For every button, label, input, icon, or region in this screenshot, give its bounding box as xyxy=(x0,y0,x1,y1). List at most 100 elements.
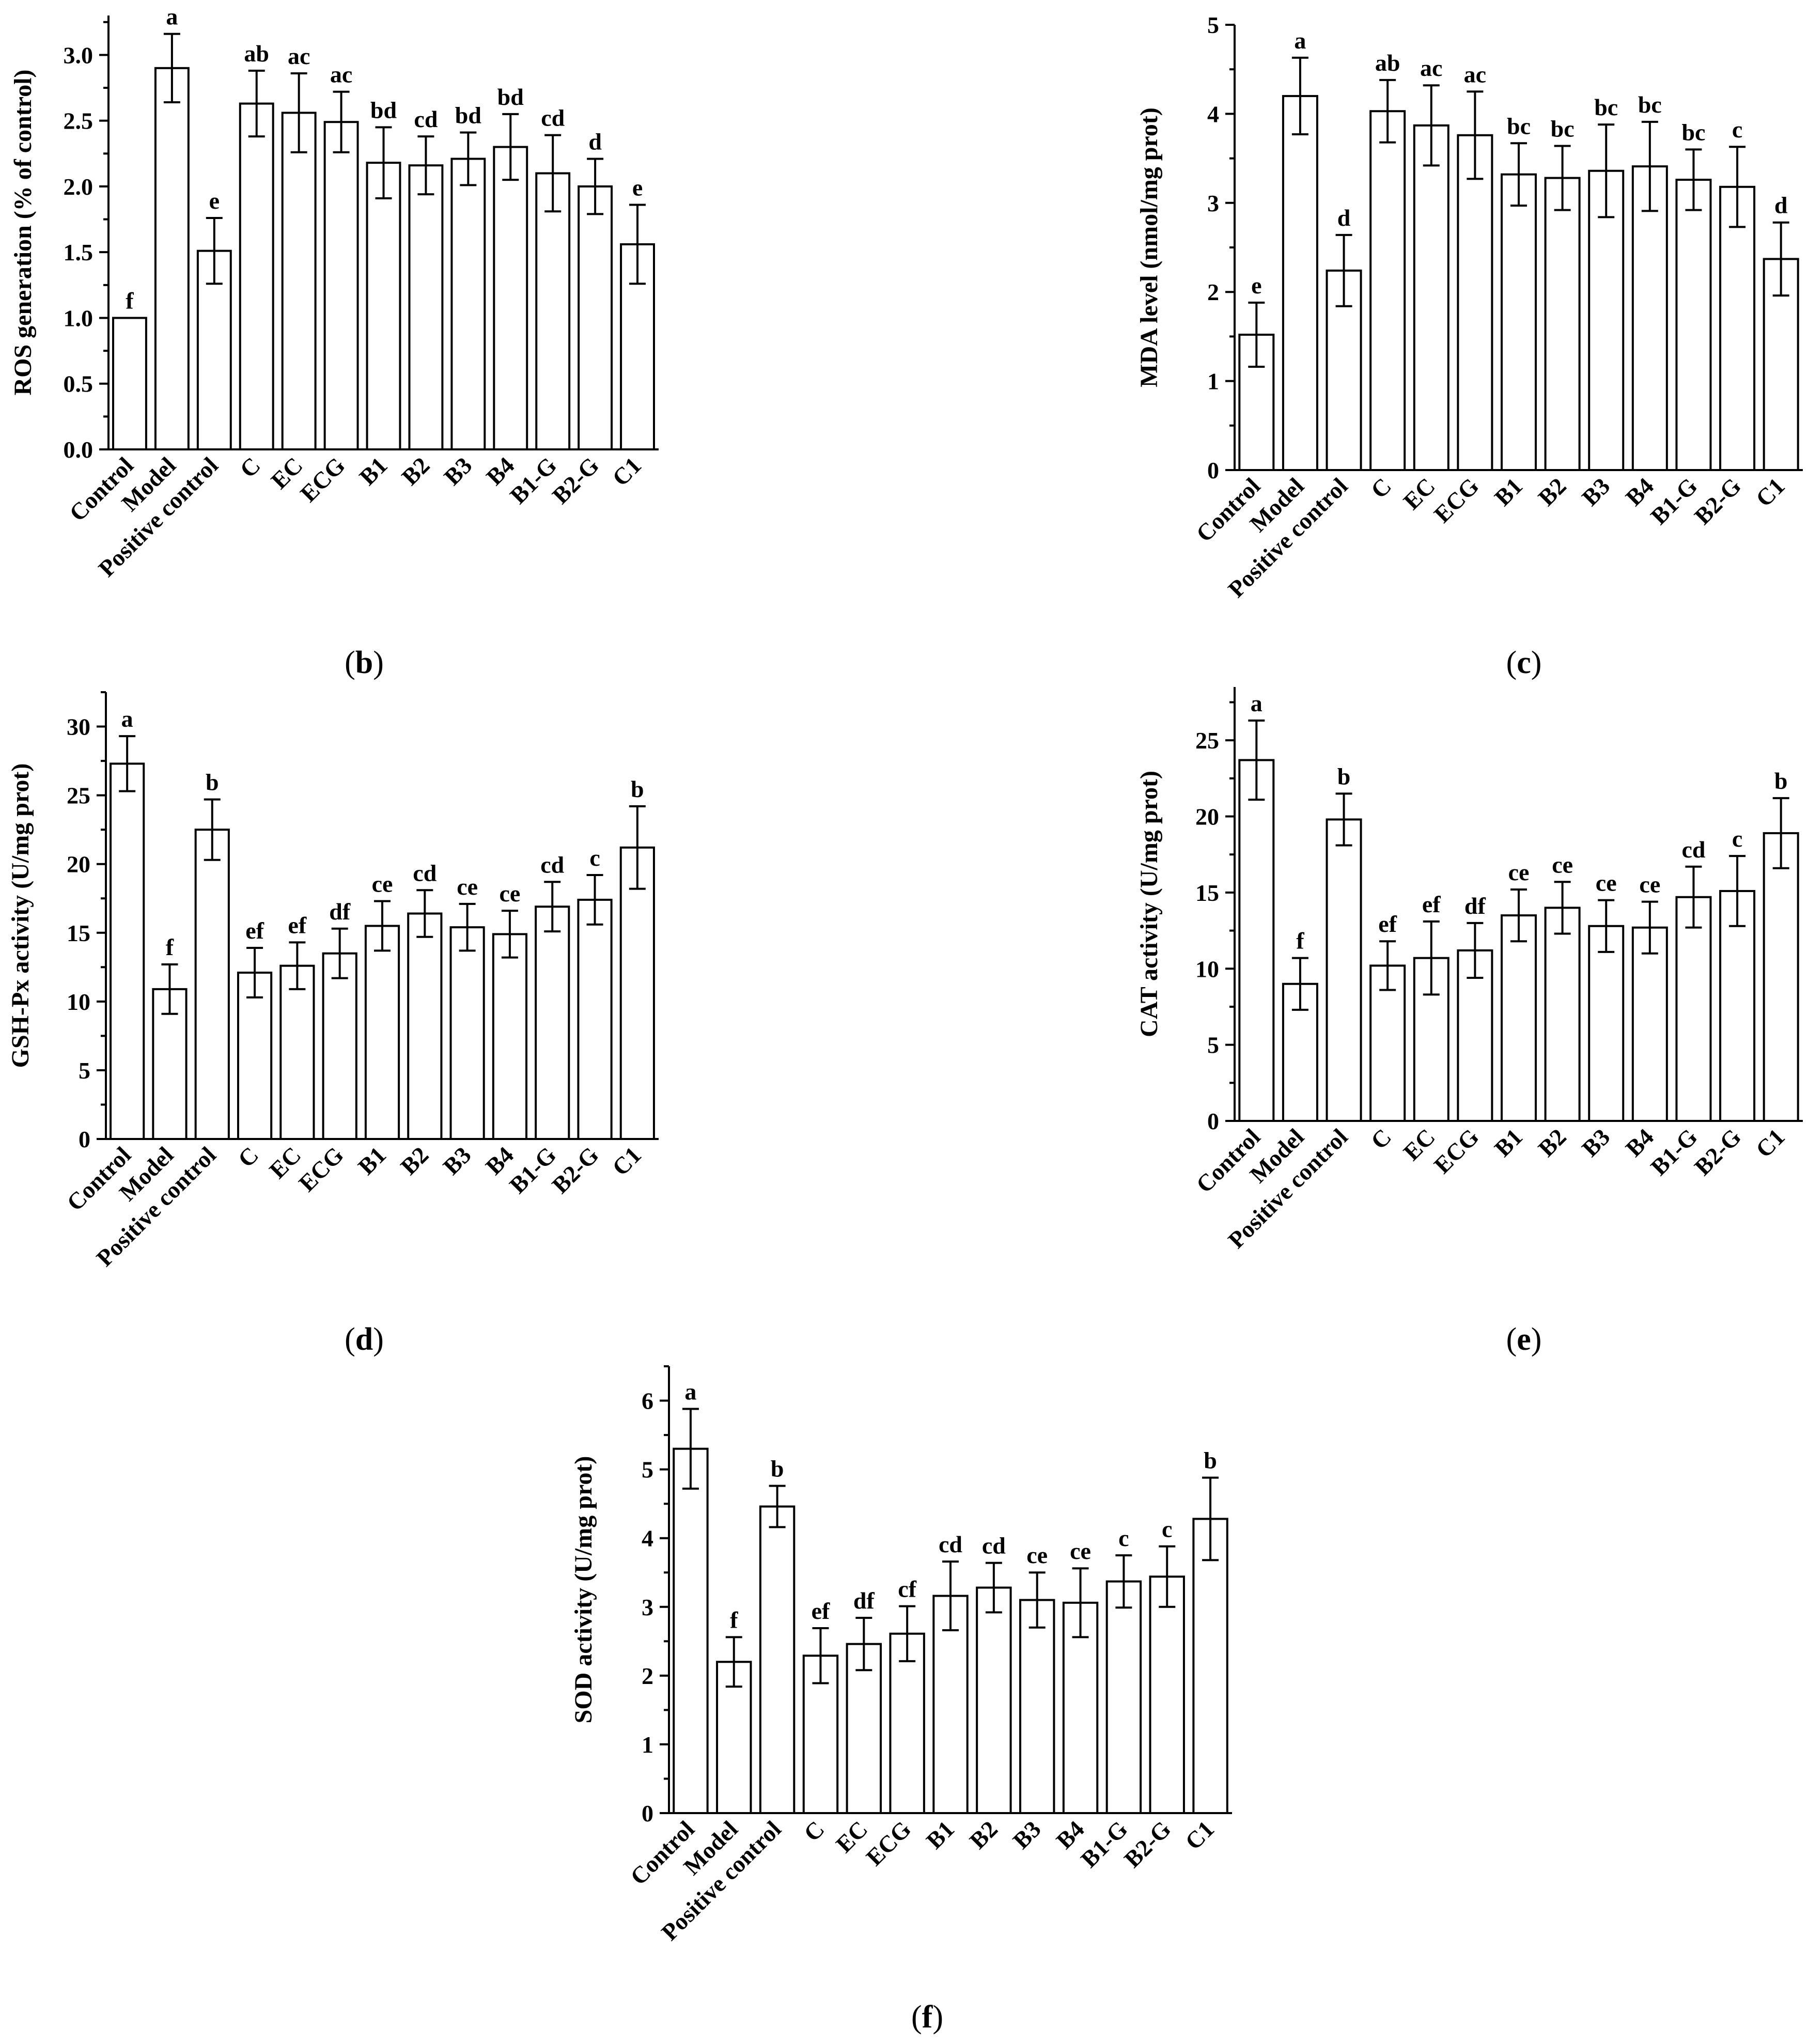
x-tick-label-e-8: B3 xyxy=(1577,1124,1615,1162)
x-tick-label-d-11: B2-G xyxy=(547,1142,603,1198)
bar-e-3 xyxy=(1369,964,1406,1122)
y-tick-label-b: 0.0 xyxy=(64,436,93,463)
bar-d-11 xyxy=(577,898,613,1141)
y-axis-title-b: ROS generation (% of control) xyxy=(9,69,37,395)
y-tick-label-e: 25 xyxy=(1195,727,1219,754)
bar-e-11 xyxy=(1719,890,1756,1122)
x-tick-label-f-12: C1 xyxy=(1180,1816,1219,1855)
significance-letter-b-8: bd xyxy=(455,102,482,129)
significance-letter-e-12: b xyxy=(1774,768,1788,794)
significance-letter-f-7: cd xyxy=(982,1533,1006,1559)
y-tick-label-b: 2.5 xyxy=(64,108,93,134)
significance-letter-b-5: ac xyxy=(330,61,352,88)
x-tick-label-b-5: ECG xyxy=(295,452,350,507)
significance-letter-c-0: e xyxy=(1251,272,1261,299)
y-tick-label-d: 15 xyxy=(67,920,90,946)
x-tick-label-d-7: B2 xyxy=(395,1142,433,1180)
panel-caption-f: (f) xyxy=(911,2000,943,2035)
bar-b-11 xyxy=(578,185,613,450)
x-tick-label-f-11: B2-G xyxy=(1119,1816,1176,1873)
significance-letter-d-12: b xyxy=(631,776,644,802)
bar-c-9 xyxy=(1631,165,1668,471)
bar-b-0 xyxy=(112,317,147,450)
panel-caption-d: (d) xyxy=(345,1322,384,1357)
panel-caption-c: (c) xyxy=(1506,645,1542,680)
significance-letter-b-4: ac xyxy=(288,43,310,69)
bar-d-5 xyxy=(322,952,357,1140)
bar-c-10 xyxy=(1675,178,1712,471)
bar-d-9 xyxy=(492,933,528,1141)
significance-letter-c-4: ac xyxy=(1420,55,1442,81)
bar-f-0 xyxy=(673,1447,709,1815)
significance-letter-d-7: cd xyxy=(413,860,437,886)
x-tick-label-d-12: C1 xyxy=(607,1142,646,1181)
significance-letter-e-2: b xyxy=(1337,763,1351,789)
significance-letter-c-8: bc xyxy=(1594,94,1618,120)
panel-caption-b: (b) xyxy=(345,645,384,680)
bar-b-4 xyxy=(281,112,317,450)
bar-d-2 xyxy=(194,829,230,1140)
significance-letter-f-12: b xyxy=(1204,1447,1217,1474)
significance-letter-e-0: a xyxy=(1251,690,1263,716)
bar-c-6 xyxy=(1501,173,1537,471)
significance-letter-b-6: bd xyxy=(370,97,397,123)
x-tick-label-d-3: C xyxy=(233,1142,264,1173)
significance-letter-c-7: bc xyxy=(1551,115,1575,142)
significance-letter-f-8: ce xyxy=(1026,1542,1048,1568)
y-tick-label-d: 0 xyxy=(79,1126,90,1152)
x-tick-label-e-6: B1 xyxy=(1489,1124,1528,1162)
significance-letter-d-10: cd xyxy=(540,851,564,878)
y-tick-label-d: 20 xyxy=(67,851,90,878)
y-tick-label-b: 1.0 xyxy=(64,305,93,331)
significance-letter-b-0: f xyxy=(126,287,134,314)
significance-letter-d-3: ef xyxy=(245,917,264,944)
x-tick-label-f-6: B1 xyxy=(921,1816,959,1854)
bar-b-5 xyxy=(323,121,359,450)
x-tick-label-e-12: C1 xyxy=(1751,1124,1790,1163)
significance-letter-f-4: df xyxy=(853,1587,875,1614)
significance-letter-c-10: bc xyxy=(1681,119,1705,145)
y-tick-label-f: 6 xyxy=(642,1388,653,1414)
bar-e-10 xyxy=(1675,896,1712,1122)
significance-letter-b-2: e xyxy=(209,188,220,214)
x-tick-label-f-5: ECG xyxy=(861,1816,916,1871)
significance-letter-d-2: b xyxy=(206,769,219,795)
significance-letter-b-1: a xyxy=(166,4,178,30)
y-tick-label-d: 30 xyxy=(67,714,90,740)
bar-e-9 xyxy=(1631,926,1668,1122)
significance-letter-b-3: ab xyxy=(244,40,269,67)
x-tick-label-c-6: B1 xyxy=(1489,473,1528,511)
significance-letter-f-11: c xyxy=(1162,1516,1172,1542)
significance-letter-c-11: c xyxy=(1732,116,1742,143)
y-tick-label-f: 3 xyxy=(642,1594,653,1620)
bar-b-1 xyxy=(154,67,190,450)
y-tick-label-d: 10 xyxy=(67,989,90,1015)
significance-letter-e-5: df xyxy=(1464,893,1486,919)
bar-c-4 xyxy=(1413,124,1449,471)
bar-d-12 xyxy=(619,846,655,1141)
y-tick-label-c: 5 xyxy=(1207,12,1219,38)
bar-b-3 xyxy=(239,102,274,450)
x-tick-label-c-5: ECG xyxy=(1429,473,1484,528)
bar-f-2 xyxy=(759,1505,796,1814)
bar-c-1 xyxy=(1282,95,1318,472)
y-tick-label-c: 3 xyxy=(1207,190,1219,216)
bar-c-3 xyxy=(1369,110,1406,471)
significance-letter-f-9: ce xyxy=(1070,1538,1091,1564)
y-tick-label-b: 0.5 xyxy=(64,371,93,397)
bar-e-6 xyxy=(1501,914,1537,1122)
bar-d-10 xyxy=(535,906,570,1140)
y-tick-label-c: 4 xyxy=(1207,101,1219,127)
bar-f-11 xyxy=(1149,1575,1185,1814)
y-tick-label-b: 2.0 xyxy=(64,174,93,200)
significance-letter-f-0: a xyxy=(684,1379,696,1405)
bar-b-10 xyxy=(535,172,571,451)
bar-d-0 xyxy=(110,762,145,1140)
significance-letter-c-2: d xyxy=(1337,205,1351,231)
x-tick-label-c-12: C1 xyxy=(1751,473,1790,512)
bar-b-6 xyxy=(366,162,401,451)
significance-letter-d-1: f xyxy=(166,934,174,960)
significance-letter-c-5: ac xyxy=(1464,61,1486,87)
y-tick-label-f: 5 xyxy=(642,1457,653,1483)
x-tick-label-c-7: B2 xyxy=(1533,473,1571,511)
